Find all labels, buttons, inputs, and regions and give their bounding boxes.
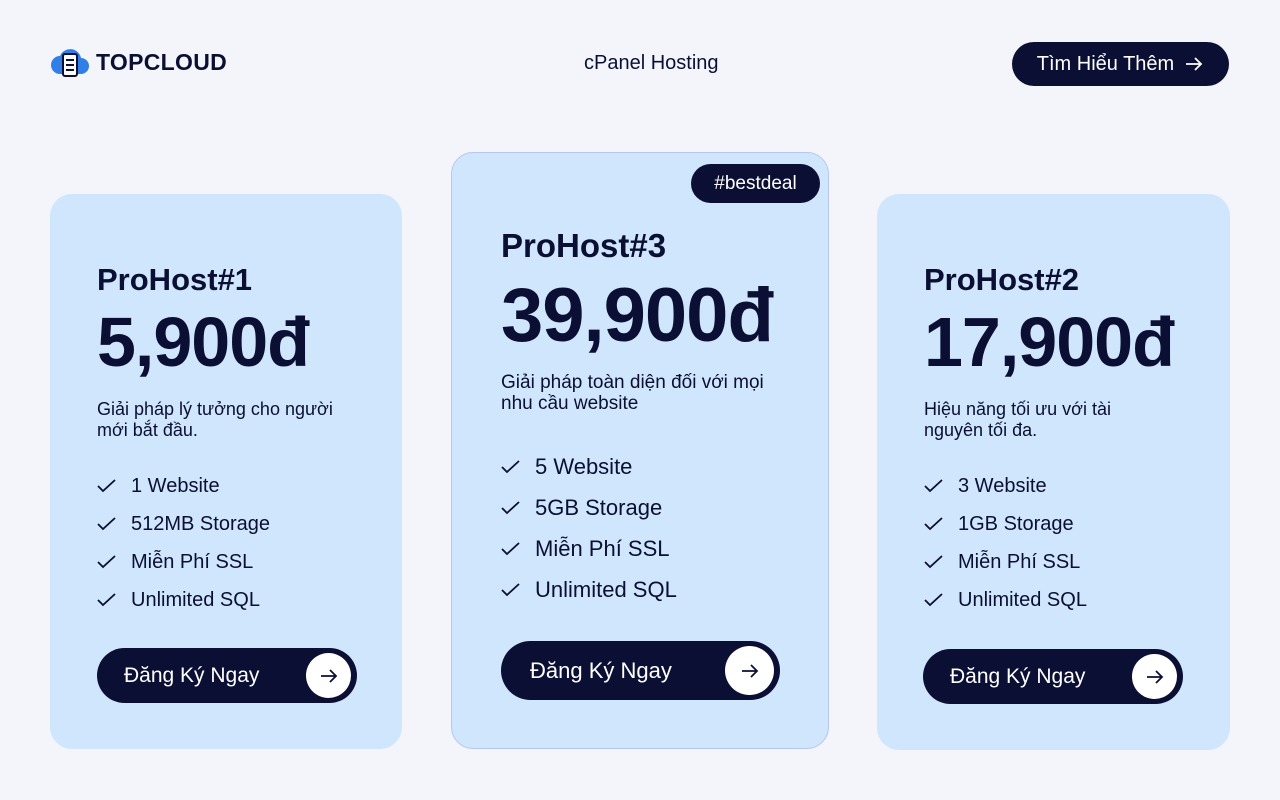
arrow-circle — [1132, 654, 1177, 699]
icon — [924, 555, 943, 569]
feature: Unlimited SQL — [97, 581, 270, 619]
icon — [501, 541, 520, 555]
plan-card: #bestdeal ProHost#3 39,900đ Giải pháp to… — [451, 152, 829, 749]
feature: 5GB Storage — [501, 487, 677, 528]
feature: Unlimited SQL — [501, 569, 677, 610]
feature-list: 3 Website 1GB Storage Miễn Phí SSL Unlimite… — [924, 467, 1087, 619]
logo-text: TOPCLOUD — [96, 48, 228, 75]
feature: Unlimited SQL — [924, 581, 1087, 619]
signup-button[interactable]: Đăng Ký Ngay — [97, 648, 357, 703]
arrow-icon — [1186, 57, 1203, 71]
icon — [97, 517, 116, 531]
icon — [501, 500, 520, 514]
badge: #bestdeal — [691, 164, 820, 203]
feature-text: 1GB Storage — [958, 512, 1074, 535]
nav-link[interactable]: cPanel Hosting — [584, 52, 719, 74]
button-label: Đăng Ký Ngay — [530, 657, 672, 683]
plan-description: Giải pháp lý tưởng cho người mới bắt đầu… — [97, 399, 333, 440]
icon — [741, 663, 758, 678]
arrow-circle — [306, 653, 351, 698]
plan-card: ProHost#2 17,900đ Hiệu năng tối ưu với t… — [877, 194, 1230, 750]
icon — [924, 593, 943, 607]
feature: Miễn Phí SSL — [97, 543, 270, 581]
feature-text: Unlimited SQL — [131, 588, 260, 611]
feature-text: 5 Website — [535, 453, 633, 479]
signup-button[interactable]: Đăng Ký Ngay — [923, 649, 1183, 704]
icon — [97, 593, 116, 607]
feature-list: 5 Website 5GB Storage Miễn Phí SSL Unlimite… — [501, 446, 677, 610]
button-label: Đăng Ký Ngay — [124, 663, 260, 687]
feature: 512MB Storage — [97, 505, 270, 543]
icon — [924, 517, 943, 531]
plan-card: ProHost#1 5,900đ Giải pháp lý tưởng cho … — [50, 194, 402, 749]
feature: 1GB Storage — [924, 505, 1087, 543]
plan-name: ProHost#1 — [97, 262, 253, 297]
icon — [1146, 669, 1163, 684]
icon — [97, 479, 116, 493]
feature-text: Unlimited SQL — [958, 588, 1087, 611]
icon — [501, 582, 520, 596]
icon — [501, 459, 520, 473]
feature-text: Miễn Phí SSL — [958, 550, 1081, 573]
plan-price: 5,900đ — [97, 303, 310, 381]
learn-more-button[interactable]: Tìm Hiểu Thêm — [1012, 42, 1229, 86]
feature: Miễn Phí SSL — [924, 543, 1087, 581]
feature-text: Unlimited SQL — [535, 576, 677, 602]
feature: 5 Website — [501, 446, 677, 487]
logo-icon — [51, 49, 89, 77]
feature-text: 5GB Storage — [535, 494, 663, 520]
signup-button[interactable]: Đăng Ký Ngay — [501, 641, 780, 700]
plan-description: Giải pháp toàn diện đối với mọi nhu cầu … — [501, 372, 764, 414]
feature-list: 1 Website 512MB Storage Miễn Phí SSL Unlimi… — [97, 467, 270, 619]
plan-price: 17,900đ — [924, 303, 1175, 381]
feature-text: 1 Website — [131, 474, 220, 497]
feature: 3 Website — [924, 467, 1087, 505]
feature-text: 3 Website — [958, 474, 1047, 497]
icon — [320, 668, 337, 683]
button-label: Tìm Hiểu Thêm — [1036, 52, 1175, 75]
feature: 1 Website — [97, 467, 270, 505]
plan-description: Hiệu năng tối ưu với tài nguyên tối đa. — [924, 399, 1111, 440]
feature-text: Miễn Phí SSL — [535, 535, 670, 561]
feature-text: Miễn Phí SSL — [131, 550, 254, 573]
feature-text: 512MB Storage — [131, 512, 270, 535]
plan-name: ProHost#2 — [924, 262, 1080, 297]
plan-price: 39,900đ — [501, 273, 774, 358]
logo[interactable]: TOPCLOUD — [50, 42, 227, 82]
plan-name: ProHost#3 — [501, 227, 667, 264]
arrow-circle — [725, 646, 774, 695]
feature: Miễn Phí SSL — [501, 528, 677, 569]
icon — [97, 555, 116, 569]
icon — [924, 479, 943, 493]
button-label: Đăng Ký Ngay — [950, 664, 1086, 688]
